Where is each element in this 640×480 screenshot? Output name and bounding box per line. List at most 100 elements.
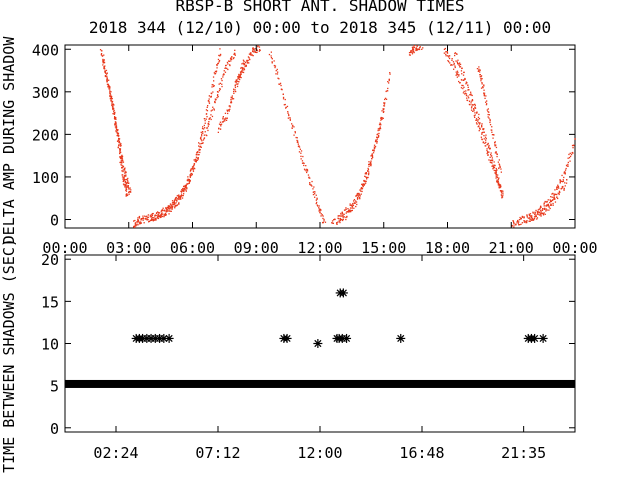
- delta-amp-point: [234, 54, 236, 56]
- delta-amp-point: [199, 151, 201, 154]
- delta-amp-point: [239, 76, 241, 78]
- delta-amp-point: [194, 160, 196, 162]
- delta-amp-point: [189, 174, 191, 176]
- delta-amp-point: [258, 46, 261, 48]
- delta-amp-point: [276, 68, 278, 71]
- delta-amp-point: [481, 133, 483, 135]
- delta-amp-point: [188, 182, 190, 184]
- delta-amp-point: [526, 215, 528, 217]
- delta-amp-point: [384, 102, 386, 104]
- delta-amp-point: [200, 142, 203, 145]
- delta-amp-point: [147, 214, 149, 216]
- delta-amp-point: [126, 179, 129, 181]
- delta-amp-point: [478, 130, 480, 132]
- delta-amp-point: [227, 68, 229, 71]
- delta-amp-point: [120, 151, 122, 153]
- asterisk-stroke: [339, 289, 347, 297]
- delta-amp-point: [351, 206, 353, 208]
- delta-amp-point: [490, 154, 492, 156]
- delta-amp-point: [192, 170, 195, 172]
- delta-amp-point: [458, 75, 460, 77]
- delta-amp-point: [213, 109, 215, 111]
- delta-amp-point: [447, 55, 449, 57]
- delta-amp-point: [225, 64, 227, 66]
- delta-amp-point: [138, 215, 141, 218]
- delta-amp-point: [371, 157, 373, 160]
- asterisk-marker: [164, 333, 174, 343]
- bottom-ytick-label: 0: [50, 420, 59, 438]
- delta-amp-point: [560, 188, 562, 190]
- delta-amp-point: [481, 124, 483, 127]
- delta-amp-point: [231, 58, 233, 61]
- delta-amp-point: [448, 57, 451, 60]
- delta-amp-point: [202, 131, 204, 133]
- delta-amp-point: [459, 82, 461, 84]
- delta-amp-point: [205, 118, 207, 120]
- delta-amp-point: [443, 52, 445, 54]
- delta-amp-point: [210, 110, 212, 112]
- delta-amp-point: [198, 142, 200, 144]
- delta-amp-point: [467, 89, 469, 91]
- delta-amp-point: [217, 96, 219, 98]
- delta-amp-point: [554, 201, 557, 203]
- delta-amp-point: [291, 125, 294, 127]
- delta-amp-point: [481, 83, 483, 85]
- delta-amp-point: [216, 64, 218, 66]
- delta-amp-point: [231, 98, 233, 100]
- delta-amp-point: [222, 74, 224, 76]
- delta-amp-point: [488, 111, 490, 113]
- delta-amp-point: [302, 162, 304, 164]
- delta-amp-point: [224, 112, 227, 114]
- delta-amp-point: [497, 180, 499, 182]
- delta-amp-point: [210, 96, 212, 98]
- delta-amp-point: [382, 108, 384, 110]
- delta-amp-point: [258, 50, 260, 52]
- delta-amp-point: [370, 163, 372, 165]
- delta-amp-point: [463, 71, 465, 73]
- delta-amp-point: [124, 185, 127, 187]
- delta-amp-point: [448, 61, 450, 63]
- delta-amp-point: [557, 184, 559, 186]
- delta-amp-point: [459, 66, 462, 68]
- delta-amp-point: [302, 155, 304, 158]
- delta-amp-point: [490, 162, 492, 164]
- delta-amp-point: [487, 147, 490, 149]
- delta-amp-point: [453, 62, 455, 65]
- delta-amp-point: [139, 221, 142, 223]
- delta-amp-point: [483, 92, 486, 94]
- delta-amp-point: [490, 152, 492, 154]
- delta-amp-point: [222, 117, 224, 119]
- delta-amp-point: [120, 143, 122, 145]
- delta-amp-point: [564, 169, 567, 171]
- delta-amp-point: [217, 63, 219, 65]
- delta-amp-point: [256, 51, 258, 54]
- delta-amp-point: [210, 114, 212, 116]
- delta-amp-point: [187, 176, 189, 178]
- delta-amp-point: [219, 88, 221, 90]
- delta-amp-point: [479, 76, 481, 78]
- delta-amp-point: [199, 145, 202, 147]
- delta-amp-point: [482, 87, 484, 89]
- delta-amp-point: [137, 219, 140, 221]
- delta-amp-point: [114, 124, 116, 126]
- delta-amp-point: [341, 218, 343, 221]
- delta-amp-point: [360, 193, 362, 195]
- delta-amp-point: [527, 217, 529, 219]
- delta-amp-point: [283, 104, 285, 106]
- delta-amp-point: [212, 85, 215, 88]
- delta-amp-point: [561, 181, 564, 183]
- delta-amp-point: [542, 214, 545, 216]
- delta-amp-point: [169, 206, 171, 208]
- delta-amp-point: [372, 156, 374, 159]
- delta-amp-point: [557, 185, 560, 188]
- delta-amp-point: [250, 52, 252, 54]
- delta-amp-point: [551, 193, 553, 195]
- delta-amp-point: [365, 176, 367, 178]
- delta-amp-point: [280, 88, 283, 90]
- delta-amp-point: [482, 128, 484, 131]
- delta-amp-point: [320, 209, 322, 211]
- delta-amp-point: [476, 111, 478, 113]
- delta-amp-point: [532, 211, 534, 213]
- delta-amp-point: [496, 155, 498, 158]
- delta-amp-point: [318, 205, 320, 207]
